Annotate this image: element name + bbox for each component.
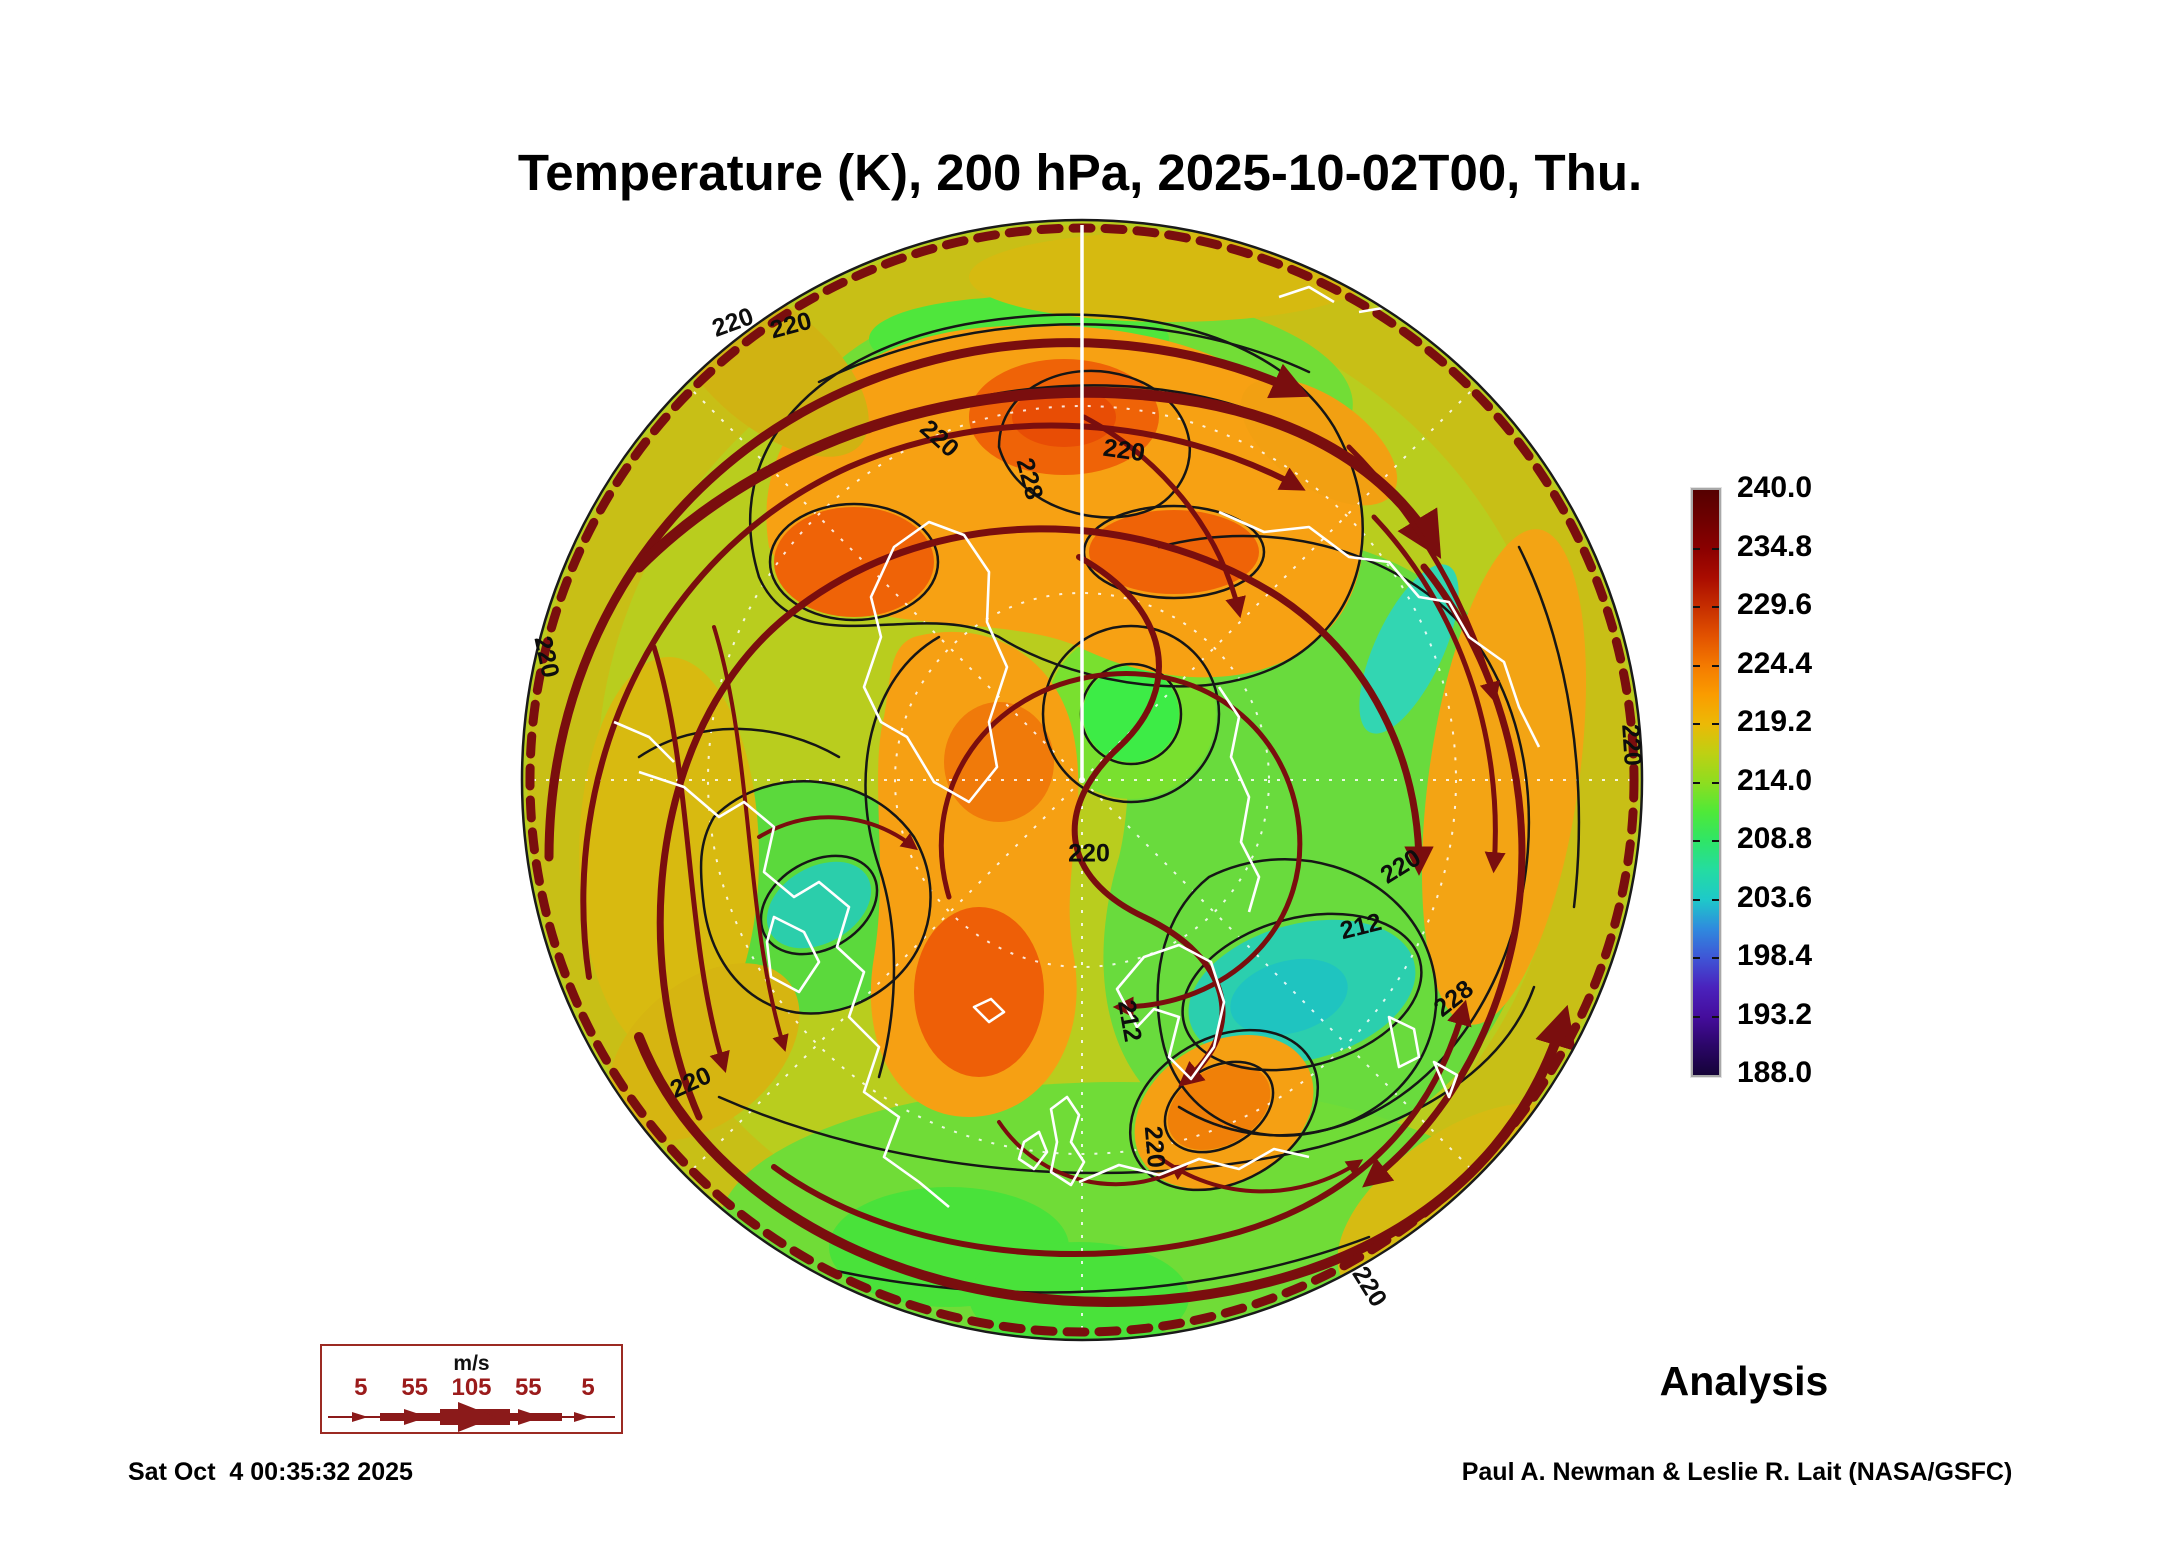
- colorbar-tickmark: [1693, 547, 1700, 550]
- colorbar-tick-label: 240.0: [1737, 471, 1813, 504]
- wind-arrow-glyph: [328, 1402, 615, 1432]
- colorbar-tickmark: [1693, 606, 1700, 608]
- creation-timestamp: Sat Oct 4 00:35:32 2025: [128, 1458, 413, 1486]
- wind-speed-label: 55: [401, 1374, 429, 1401]
- colorbar-tickmark: [1712, 1015, 1719, 1018]
- wind-speed-label: 55: [514, 1374, 542, 1401]
- colorbar-tickmark: [1693, 781, 1700, 784]
- wind-unit-label: m/s: [453, 1352, 490, 1375]
- colorbar-tickmark: [1712, 957, 1719, 959]
- colorbar-tickmark: [1693, 664, 1700, 667]
- colorbar-tick-labels: 240.0 234.8 229.6 224.4 219.2 214.0 208.8 203.6…: [1737, 471, 1867, 1089]
- colorbar-tick-label: 198.4: [1737, 939, 1813, 972]
- colorbar-tickmark: [1712, 547, 1719, 550]
- colorbar-tick-label: 224.4: [1737, 646, 1813, 680]
- wind-speed-label: 5: [354, 1374, 368, 1401]
- author-credit: Paul A. Newman & Leslie R. Lait (NASA/GS…: [1461, 1458, 2013, 1486]
- analysis-label: Analysis: [1659, 1358, 1829, 1404]
- colorbar-gradient: [1691, 488, 1721, 1077]
- colorbar-tick-label: 188.0: [1737, 1056, 1813, 1089]
- wind-speed-legend: m/s 5 55 105 55 5: [320, 1344, 623, 1434]
- colorbar-tick-label: 219.2: [1737, 705, 1813, 738]
- plot-title: Temperature (K), 200 hPa, 2025-10-02T00,…: [517, 144, 1643, 201]
- wind-speed-values: 5 55 105 55 5: [322, 1374, 621, 1401]
- colorbar-tickmark: [1712, 840, 1719, 842]
- colorbar-tick-label: 229.6: [1737, 588, 1813, 621]
- temperature-contour-lines: [637, 313, 1581, 1294]
- colorbar-tick-label: 193.2: [1737, 997, 1813, 1031]
- colorbar-tickmark: [1693, 1015, 1700, 1018]
- colorbar-tick-label: 203.6: [1737, 880, 1813, 914]
- polar-temperature-map: 220 220 220 228 220 220 220 220 212 228 212 220 220 2…: [519, 217, 1647, 1343]
- colorbar-tickmark: [1712, 664, 1719, 667]
- graticule: [523, 384, 1641, 1339]
- colorbar-tick-label: 208.8: [1737, 822, 1813, 855]
- cold-teal-pockets: [766, 564, 1459, 1065]
- colorbar-tickmark: [1693, 957, 1700, 959]
- colorbar-tick-label: 234.8: [1737, 529, 1813, 563]
- wind-speed-label: 105: [451, 1374, 492, 1401]
- colorbar-tickmark: [1712, 723, 1719, 725]
- colorbar-tick-label: 214.0: [1737, 763, 1813, 797]
- colorbar-tickmark: [1712, 781, 1719, 784]
- wind-speed-label: 5: [581, 1374, 595, 1401]
- colorbar-tickmark: [1693, 840, 1700, 842]
- colorbar-tickmark: [1712, 606, 1719, 608]
- map-art: [520, 218, 1644, 1342]
- colorbar-tickmark: [1693, 723, 1700, 725]
- globe-outline: [520, 218, 1644, 1342]
- colorbar-tickmark: [1693, 898, 1700, 901]
- wind-streamlines: [525, 223, 1639, 1337]
- colorbar-tickmark: [1712, 898, 1719, 901]
- coastlines: [613, 285, 1541, 1208]
